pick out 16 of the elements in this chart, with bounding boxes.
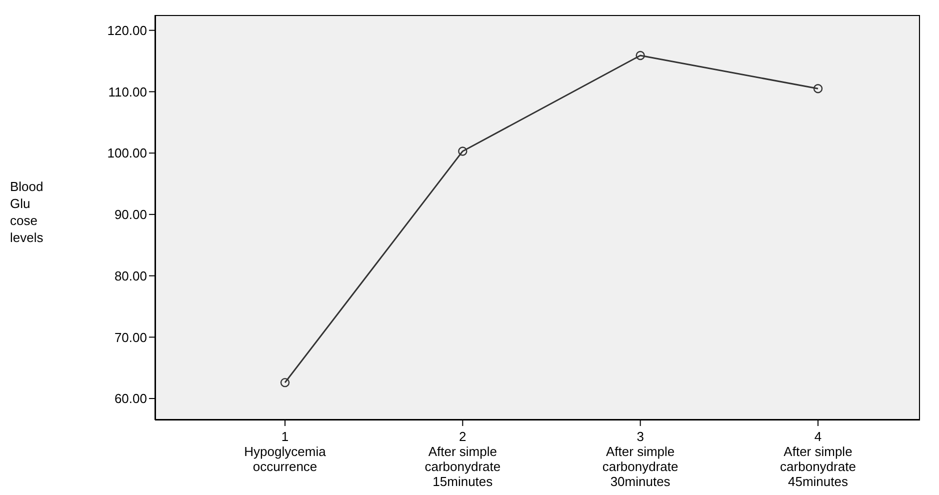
x-tick-label: 3 After simple carbonydrate 30minutes: [602, 429, 678, 489]
point: [458, 146, 468, 156]
x-tick-label: 1 Hypoglycemia occurrence: [244, 429, 327, 474]
y-tick-label: 110.00: [108, 84, 147, 100]
y-tick-label: 70.00: [114, 330, 147, 345]
y-tick-label: 120.00: [107, 22, 147, 38]
x-tick-label: 2 After simple carbonydrate 15minutes: [424, 429, 501, 489]
y-tick-label: 60.00: [114, 391, 147, 406]
y-tick-label: 90.00: [114, 207, 147, 222]
point: [280, 378, 290, 388]
y-tick-label: 100.00: [107, 146, 147, 161]
x-tick-label: 4 After simple carbonydrate 45minutes: [780, 429, 856, 489]
point: [813, 84, 823, 94]
point: [636, 50, 645, 60]
y-axis-title: Blood Glu cose levels: [10, 178, 44, 246]
y-tick-label: 80.00: [114, 268, 147, 284]
